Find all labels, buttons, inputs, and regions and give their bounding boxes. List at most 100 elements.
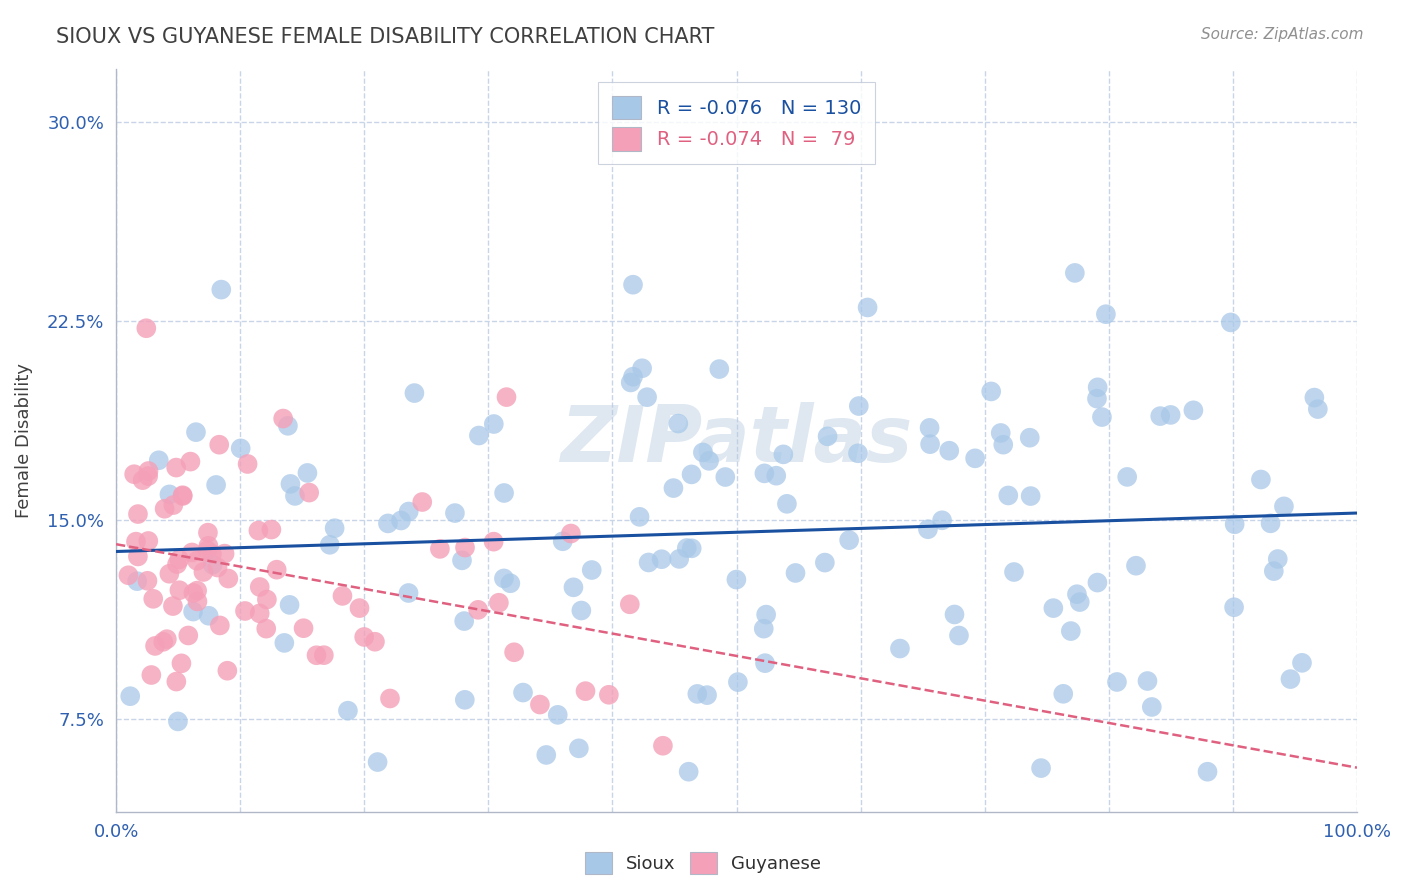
Point	[755, 607, 778, 622]
Point	[754, 467, 776, 481]
Point	[177, 628, 200, 642]
Point	[856, 301, 879, 315]
Point	[280, 476, 302, 491]
Point	[681, 541, 703, 556]
Point	[1125, 558, 1147, 573]
Point	[378, 691, 401, 706]
Point	[165, 674, 187, 689]
Point	[1002, 565, 1025, 579]
Point	[920, 437, 942, 451]
Point	[1223, 600, 1246, 615]
Point	[170, 657, 193, 671]
Point	[453, 614, 475, 628]
Point	[785, 566, 807, 580]
Point	[666, 417, 689, 431]
Point	[651, 552, 673, 566]
Point	[1105, 675, 1128, 690]
Point	[249, 580, 271, 594]
Point	[266, 563, 288, 577]
Point	[817, 429, 839, 443]
Point	[153, 501, 176, 516]
Point	[503, 645, 526, 659]
Point	[169, 583, 191, 598]
Point	[1182, 403, 1205, 417]
Text: Source: ZipAtlas.com: Source: ZipAtlas.com	[1201, 27, 1364, 42]
Point	[628, 509, 651, 524]
Point	[1149, 409, 1171, 423]
Point	[208, 618, 231, 632]
Point	[1066, 587, 1088, 601]
Point	[620, 376, 643, 390]
Point	[697, 454, 720, 468]
Point	[208, 438, 231, 452]
Point	[136, 574, 159, 588]
Point	[1087, 575, 1109, 590]
Point	[183, 586, 205, 600]
Point	[560, 526, 582, 541]
Point	[364, 634, 387, 648]
Y-axis label: Female Disability: Female Disability	[15, 362, 32, 517]
Point	[631, 361, 654, 376]
Point	[598, 688, 620, 702]
Point	[167, 552, 190, 566]
Point	[499, 576, 522, 591]
Point	[568, 741, 591, 756]
Point	[217, 572, 239, 586]
Point	[136, 469, 159, 483]
Point	[336, 704, 359, 718]
Point	[1291, 656, 1313, 670]
Point	[581, 563, 603, 577]
Point	[323, 521, 346, 535]
Point	[838, 533, 860, 548]
Point	[714, 470, 737, 484]
Point	[179, 454, 201, 468]
Point	[668, 552, 690, 566]
Point	[389, 514, 412, 528]
Point	[1063, 266, 1085, 280]
Point	[292, 621, 315, 635]
Point	[990, 425, 1012, 440]
Point	[621, 369, 644, 384]
Point	[166, 557, 188, 571]
Text: SIOUX VS GUYANESE FEMALE DISABILITY CORRELATION CHART: SIOUX VS GUYANESE FEMALE DISABILITY CORR…	[56, 27, 714, 46]
Point	[127, 507, 149, 521]
Point	[181, 545, 204, 559]
Point	[696, 688, 718, 702]
Point	[536, 747, 558, 762]
Point	[201, 558, 224, 572]
Point	[117, 568, 139, 582]
Point	[993, 438, 1015, 452]
Point	[1223, 517, 1246, 532]
Point	[512, 685, 534, 699]
Point	[1306, 402, 1329, 417]
Point	[278, 598, 301, 612]
Point	[727, 675, 749, 690]
Point	[1069, 595, 1091, 609]
Point	[636, 390, 658, 404]
Point	[135, 321, 157, 335]
Point	[754, 656, 776, 670]
Point	[1018, 431, 1040, 445]
Point	[195, 543, 218, 558]
Point	[848, 399, 870, 413]
Point	[468, 428, 491, 442]
Point	[209, 283, 232, 297]
Point	[482, 417, 505, 431]
Point	[277, 418, 299, 433]
Point	[1303, 391, 1326, 405]
Point	[214, 547, 236, 561]
Point	[141, 668, 163, 682]
Point	[938, 443, 960, 458]
Point	[1267, 552, 1289, 566]
Point	[138, 464, 160, 478]
Point	[492, 571, 515, 585]
Point	[233, 604, 256, 618]
Point	[284, 489, 307, 503]
Point	[136, 533, 159, 548]
Point	[162, 599, 184, 613]
Point	[157, 566, 180, 581]
Point	[186, 554, 208, 568]
Point	[943, 607, 966, 622]
Legend: Sioux, Guyanese: Sioux, Guyanese	[575, 843, 831, 883]
Point	[619, 597, 641, 611]
